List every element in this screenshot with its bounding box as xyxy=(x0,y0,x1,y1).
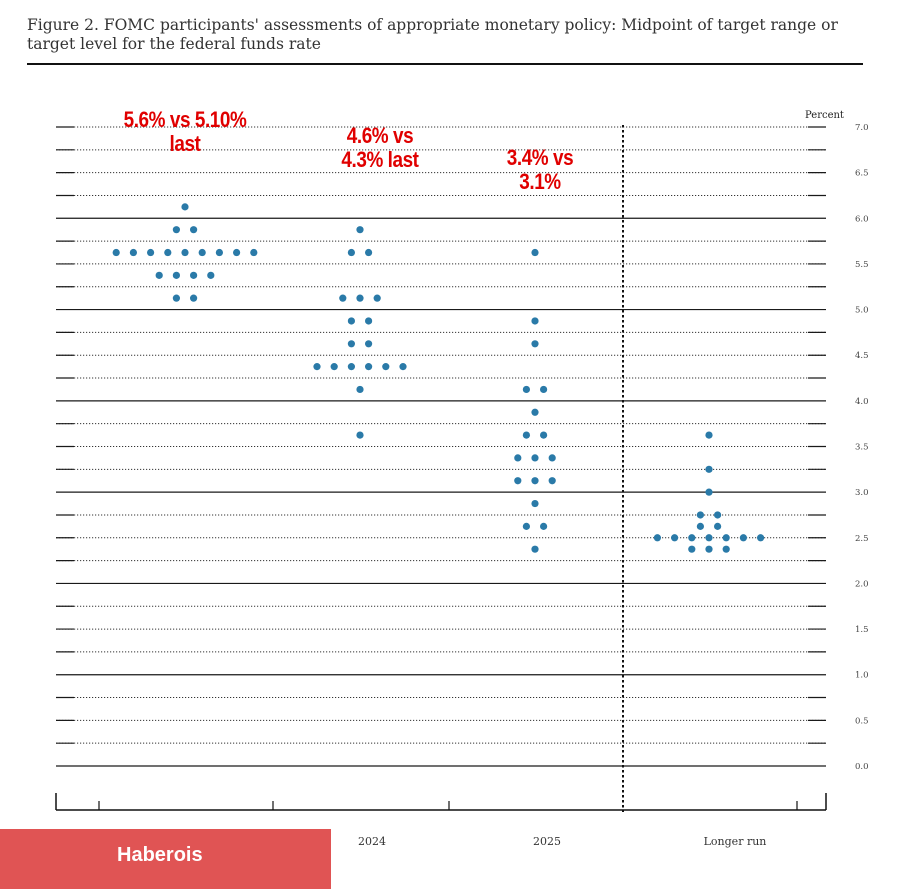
dot-marker xyxy=(705,488,713,496)
dot-marker xyxy=(705,465,713,473)
dot-marker xyxy=(540,431,548,439)
dot-marker xyxy=(688,545,696,553)
dot-marker xyxy=(356,385,364,394)
dot-marker xyxy=(112,248,120,257)
dot-marker xyxy=(172,226,180,234)
dot-marker xyxy=(514,477,522,485)
dot-marker xyxy=(250,248,258,257)
dot-marker xyxy=(347,363,355,371)
dot-marker xyxy=(147,248,155,257)
dot-marker xyxy=(531,248,539,257)
dot-marker xyxy=(531,545,539,553)
dot-marker xyxy=(365,363,373,371)
dot-marker xyxy=(365,248,373,257)
dot-marker xyxy=(705,534,713,542)
dot-marker xyxy=(356,226,364,234)
dot-marker xyxy=(365,317,373,325)
dot-marker xyxy=(548,477,556,485)
y-tick-label: 6.5 xyxy=(855,169,869,179)
dot-marker xyxy=(531,317,539,325)
dot-marker xyxy=(356,431,364,439)
dot-marker xyxy=(181,248,189,257)
dot-marker xyxy=(207,271,215,279)
y-tick-label: 2.5 xyxy=(855,534,869,544)
x-category-label: 2024 xyxy=(358,835,386,848)
dot-marker xyxy=(696,511,705,519)
dot-marker xyxy=(714,511,722,519)
x-category-label: Longer run xyxy=(704,835,767,848)
dot-marker xyxy=(164,248,172,257)
dot-marker xyxy=(190,271,198,279)
dot-marker xyxy=(382,363,390,371)
y-tick-label: 6.0 xyxy=(855,214,869,224)
dot-marker xyxy=(190,294,198,302)
dot-marker xyxy=(190,226,198,234)
dot-marker xyxy=(722,545,730,553)
dot-marker xyxy=(365,340,373,348)
dot-marker xyxy=(522,431,531,439)
dot-marker xyxy=(215,248,223,257)
annotation-2023: 5.6% vs 5.10% last xyxy=(123,107,247,156)
caption-divider xyxy=(27,63,863,65)
dot-marker xyxy=(548,454,556,462)
dot-marker xyxy=(531,499,539,508)
dot-marker xyxy=(181,203,189,211)
dot-marker xyxy=(522,385,531,394)
y-axis-label: Percent xyxy=(805,110,844,121)
dot-marker xyxy=(739,534,748,542)
dot-marker xyxy=(531,408,539,416)
dot-marker xyxy=(198,248,206,257)
dot-marker xyxy=(172,294,180,302)
y-tick-label: 3.5 xyxy=(855,443,869,453)
y-tick-label: 4.5 xyxy=(855,351,869,361)
dot-marker xyxy=(155,271,163,279)
y-tick-label: 5.0 xyxy=(855,306,869,316)
y-tick-label: 4.0 xyxy=(855,397,869,407)
y-tick-label: 2.0 xyxy=(855,579,869,589)
dot-marker xyxy=(330,363,338,371)
dot-marker xyxy=(129,248,137,257)
dot-marker xyxy=(233,248,241,257)
x-category-label: 2025 xyxy=(533,835,561,848)
y-tick-label: 3.0 xyxy=(855,488,869,498)
dot-marker xyxy=(531,340,539,348)
dot-marker xyxy=(540,385,548,394)
dot-marker xyxy=(347,340,355,348)
dot-marker xyxy=(653,534,662,542)
dot-marker xyxy=(705,545,713,553)
dot-marker xyxy=(399,363,407,371)
y-tick-label: 0.5 xyxy=(855,716,869,726)
y-tick-label: 5.5 xyxy=(855,260,869,270)
dot-marker xyxy=(522,522,531,530)
dot-marker xyxy=(714,522,722,530)
dot-marker xyxy=(347,248,355,257)
dot-marker xyxy=(339,294,347,302)
annotation-2024: 4.6% vs 4.3% last xyxy=(341,123,419,172)
annotation-2025: 3.4% vs 3.1% xyxy=(506,145,574,194)
dot-marker xyxy=(671,534,679,542)
dot-marker xyxy=(722,534,730,542)
y-tick-label: 1.0 xyxy=(855,671,869,681)
dot-marker xyxy=(757,534,765,542)
y-tick-label: 1.5 xyxy=(855,625,869,635)
dot-marker xyxy=(688,534,696,542)
dot-marker xyxy=(347,317,355,325)
y-tick-label: 7.0 xyxy=(855,123,869,133)
watermark-banner: Haberois xyxy=(0,829,331,889)
dot-marker xyxy=(373,294,381,302)
watermark-label: Haberois xyxy=(117,844,203,866)
dot-marker xyxy=(540,522,548,530)
figure-caption: Figure 2. FOMC participants' assessments… xyxy=(27,16,838,53)
dot-marker xyxy=(531,477,539,485)
y-tick-label: 0.0 xyxy=(855,762,869,772)
dot-marker xyxy=(705,431,713,439)
dot-marker xyxy=(531,454,539,462)
dot-marker xyxy=(356,294,364,302)
dot-marker xyxy=(514,454,522,462)
dot-marker xyxy=(696,522,705,530)
dot-marker xyxy=(172,271,180,279)
dot-marker xyxy=(313,363,321,371)
